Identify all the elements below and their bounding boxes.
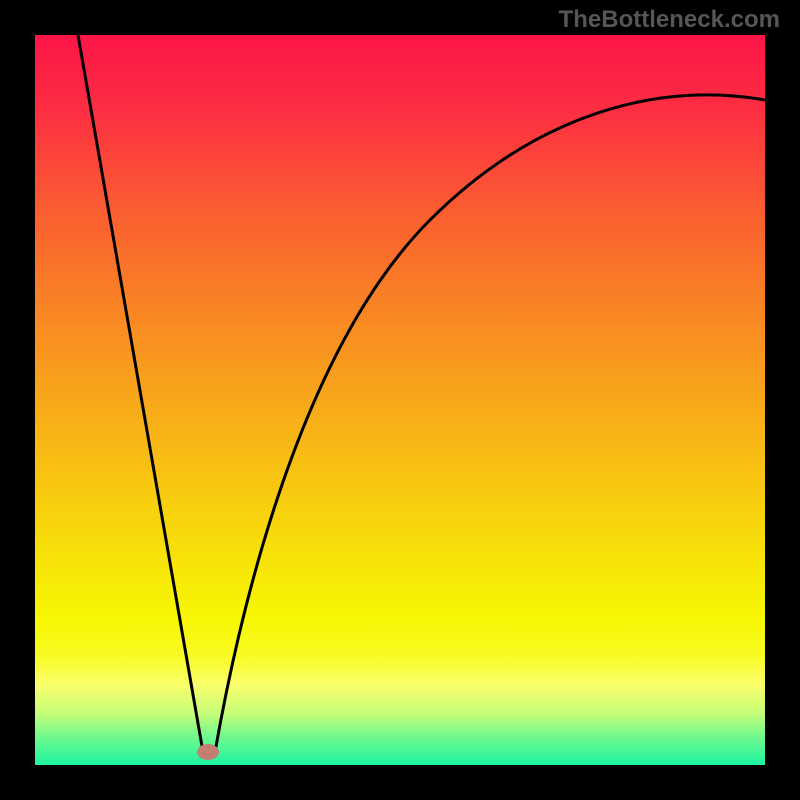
- watermark-text: TheBottleneck.com: [559, 6, 780, 34]
- chart-container: TheBottleneck.com: [0, 0, 800, 800]
- plot-gradient-background: [35, 35, 765, 765]
